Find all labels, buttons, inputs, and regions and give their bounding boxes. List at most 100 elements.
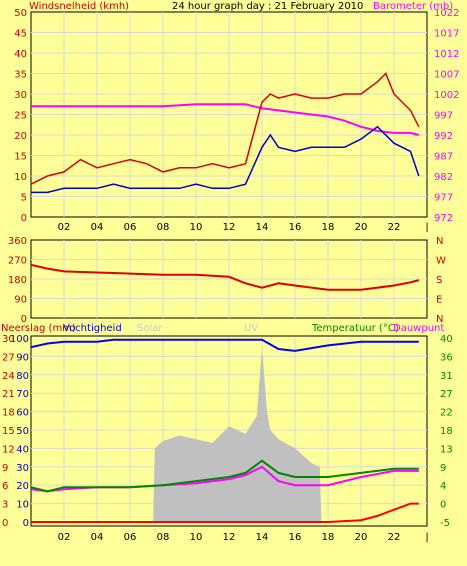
baro-tick-label: 1002 [434, 90, 459, 101]
temp-tick-label: 40 [440, 334, 453, 345]
rain-axis-ticks: 0 3 6 9 12 15 18 21 24 27 30 [2, 334, 15, 529]
temperature-axis-label: Temperatuur (°C) [311, 323, 399, 334]
direction-axis-ticks: 0 90 180 270 360 [8, 236, 27, 325]
baro-tick-label: 982 [434, 172, 453, 183]
wind-grid [31, 12, 427, 217]
baro-tick-label: 977 [434, 193, 453, 204]
x-tick-label: 22 [388, 532, 401, 543]
rain-tick-label: 24 [2, 371, 15, 382]
compass-label: E [436, 295, 442, 306]
baro-tick-label: 1017 [434, 29, 459, 40]
x-tick-label: 14 [256, 532, 269, 543]
x-tick-label: 02 [58, 532, 71, 543]
compass-label: S [436, 275, 442, 286]
baro-tick-label: 1022 [434, 8, 459, 19]
wind-series [30, 72, 420, 194]
wind-tick-label: 10 [14, 172, 27, 183]
x-tick-label: 12 [223, 532, 236, 543]
bottom-x-ticks: 02 04 06 08 10 12 14 16 18 20 22 | [58, 532, 429, 543]
humidity-tick-label: 90 [16, 352, 29, 363]
dewpoint-line [30, 465, 419, 493]
x-tick-label: 20 [355, 222, 368, 233]
x-tick-label: 16 [289, 222, 302, 233]
x-tick-label: 06 [124, 222, 137, 233]
wind-x-ticks: 02 04 06 08 10 12 14 16 18 20 22 | [58, 222, 429, 233]
humidity-tick-label: 60 [16, 408, 29, 419]
temp-tick-label: 13 [440, 444, 453, 455]
humidity-tick-label: 10 [16, 500, 29, 511]
wind-tick-label: 45 [14, 29, 27, 40]
direction-tick-label: 180 [8, 275, 27, 286]
baro-tick-label: 987 [434, 152, 453, 163]
wind-tick-label: 15 [14, 152, 27, 163]
temp-tick-label: 36 [440, 352, 453, 363]
x-tick-label: 18 [322, 222, 335, 233]
temp-tick-label: 31 [440, 371, 453, 382]
rain-tick-label: 0 [2, 518, 8, 529]
temp-tick-label: -5 [440, 518, 450, 529]
x-tick-label: 22 [388, 222, 401, 233]
solar-label: Solar [137, 323, 163, 334]
temp-tick-label: 22 [440, 408, 453, 419]
temp-tick-label: 27 [440, 389, 453, 400]
wind-tick-label: 40 [14, 49, 27, 60]
x-tick-label: 10 [190, 532, 203, 543]
wind-tick-label: 35 [14, 70, 27, 81]
baro-tick-label: 1007 [434, 70, 459, 81]
direction-tick-label: 0 [21, 314, 27, 325]
wind-tick-label: 25 [14, 111, 27, 122]
rain-tick-label: 12 [2, 444, 15, 455]
humidity-tick-label: 100 [10, 334, 29, 345]
x-tick-label: | [425, 532, 428, 543]
direction-tick-label: 90 [14, 295, 27, 306]
wind-tick-label: 20 [14, 131, 27, 142]
humidity-tick-label: 30 [16, 463, 29, 474]
wind-direction-line [30, 263, 420, 291]
rain-tick-label: 21 [2, 389, 15, 400]
x-tick-label: 16 [289, 532, 302, 543]
baro-tick-label: 997 [434, 111, 453, 122]
rain-line [31, 502, 419, 523]
humidity-tick-label: 80 [16, 371, 29, 382]
bottom-series [30, 338, 419, 523]
uv-area [248, 347, 282, 522]
x-tick-label: 18 [322, 532, 335, 543]
temp-tick-label: 4 [440, 481, 446, 492]
x-tick-label: 10 [190, 222, 203, 233]
temp-tick-label: 18 [440, 426, 453, 437]
x-tick-label: 04 [91, 222, 104, 233]
x-tick-label: 08 [157, 532, 170, 543]
x-tick-label: 02 [58, 222, 71, 233]
baro-axis-label: Barometer (mb) [373, 1, 453, 12]
humidity-axis-ticks: 0 10 20 30 40 50 60 70 80 90 100 [10, 334, 29, 529]
wind-baro-panel: 0 5 10 15 20 25 30 35 40 45 50 972 977 982 987 992 997 1… [14, 1, 459, 233]
x-tick-label: 20 [355, 532, 368, 543]
x-tick-label: 04 [91, 532, 104, 543]
humidity-tick-label: 20 [16, 481, 29, 492]
rain-tick-label: 3 [2, 500, 8, 511]
baro-tick-label: 972 [434, 213, 453, 224]
direction-tick-label: 360 [8, 236, 27, 247]
x-tick-label: 14 [256, 222, 269, 233]
wind-axis-label: Windsnelheid (kmh) [29, 1, 129, 12]
wind-tick-label: 5 [21, 193, 27, 204]
baro-axis-ticks: 972 977 982 987 992 997 1002 1007 1012 1017 1022 [434, 8, 459, 224]
humidity-axis-label: Vochtigheid [63, 323, 122, 334]
dewpoint-axis-label: Dauwpunt [393, 323, 444, 334]
direction-grid [31, 240, 427, 318]
uv-label: UV [244, 323, 258, 334]
temp-axis-ticks: -5 0 4 9 13 18 22 27 31 36 40 [440, 334, 453, 529]
x-tick-label: 12 [223, 222, 236, 233]
wind-axis-ticks: 0 5 10 15 20 25 30 35 40 45 50 [14, 8, 27, 224]
wind-tick-label: 0 [21, 213, 27, 224]
solar-area [153, 407, 322, 522]
rain-tick-label: 6 [2, 481, 8, 492]
wind-gust-line [30, 72, 420, 185]
compass-label: N [436, 236, 443, 247]
rain-tick-label: 18 [2, 408, 15, 419]
humidity-line [30, 338, 419, 352]
direction-tick-label: 270 [8, 256, 27, 267]
compass-label: W [436, 256, 446, 267]
